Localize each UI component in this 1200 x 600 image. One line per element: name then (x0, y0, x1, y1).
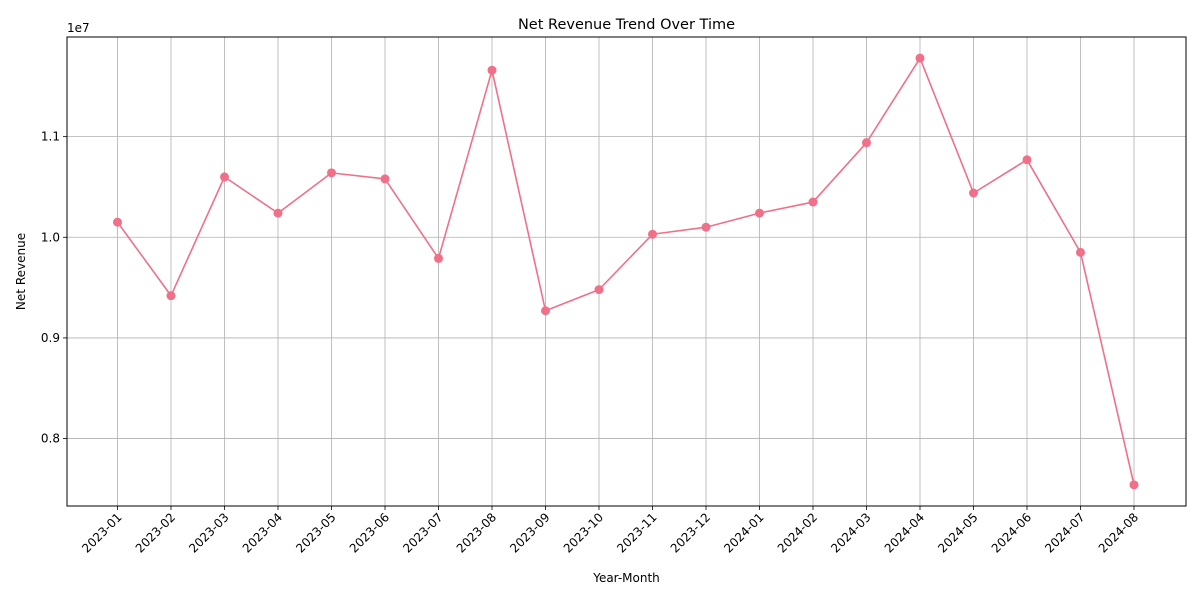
y-axis-label: Net Revenue (14, 233, 28, 310)
x-tick-label: 2023-12 (668, 510, 713, 555)
data-point (113, 217, 122, 227)
data-point (327, 168, 336, 178)
x-tick-label: 2024-08 (1096, 510, 1141, 555)
series-layer (113, 53, 1139, 490)
x-tick-label: 2023-09 (507, 510, 552, 555)
x-tick-label: 2024-07 (1042, 510, 1087, 555)
data-point (862, 138, 871, 148)
data-point (594, 285, 604, 295)
x-tick-label: 2024-06 (989, 510, 1034, 555)
data-point (915, 53, 925, 63)
y-tick-label: 0.9 (41, 331, 60, 345)
x-axis-label: Year-Month (592, 571, 660, 585)
y-axis-offset-label: 1e7 (67, 21, 90, 35)
series-line (116, 57, 1135, 486)
plot-frame (66, 36, 1187, 507)
data-point (273, 208, 283, 218)
data-point (701, 222, 711, 232)
data-point (969, 188, 978, 198)
x-tick-label: 2024-03 (828, 510, 873, 555)
data-point (380, 174, 390, 184)
x-axis-ticks: 2023-01 2023-02 2023-03 2023-04 2023-05 2023-… (79, 506, 1141, 556)
x-tick-label: 2023-06 (347, 510, 392, 555)
x-tick-label: 2023-07 (400, 510, 445, 555)
x-tick-label: 2023-08 (454, 510, 499, 555)
data-point (1022, 155, 1032, 165)
x-tick-label: 2024-05 (935, 510, 980, 555)
data-point (808, 197, 818, 207)
y-axis-ticks: 0.8 0.9 1.0 1.1 (41, 130, 67, 446)
x-tick-label: 2024-04 (882, 510, 927, 555)
y-tick-label: 1.0 (41, 230, 60, 244)
grid-lines (67, 37, 1186, 506)
y-tick-label: 0.8 (41, 432, 60, 446)
x-tick-label: 2023-02 (133, 510, 178, 555)
data-point (1076, 247, 1085, 257)
x-tick-label: 2024-02 (775, 510, 820, 555)
x-tick-label: 2024-01 (721, 510, 766, 555)
chart-title: Net Revenue Trend Over Time (518, 17, 735, 33)
x-tick-label: 2023-11 (614, 510, 659, 555)
data-point (220, 172, 229, 182)
data-point (166, 291, 176, 301)
data-point (648, 229, 657, 239)
data-point (755, 208, 764, 218)
data-point (541, 306, 550, 316)
data-point (434, 253, 443, 263)
x-tick-label: 2023-03 (186, 510, 231, 555)
y-tick-label: 1.1 (41, 130, 60, 144)
x-tick-label: 2023-04 (240, 510, 285, 555)
x-tick-label: 2023-01 (79, 510, 124, 555)
data-point (487, 65, 497, 75)
data-point (1129, 480, 1139, 490)
x-tick-label: 2023-10 (561, 510, 606, 555)
x-tick-label: 2023-05 (293, 510, 338, 555)
